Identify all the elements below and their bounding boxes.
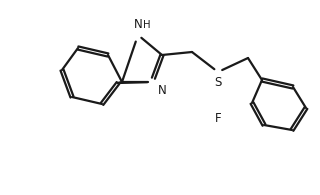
Text: H: H xyxy=(143,20,151,30)
Text: N: N xyxy=(134,19,142,32)
Text: S: S xyxy=(214,75,222,89)
Text: F: F xyxy=(215,112,221,124)
Text: N: N xyxy=(158,83,166,97)
